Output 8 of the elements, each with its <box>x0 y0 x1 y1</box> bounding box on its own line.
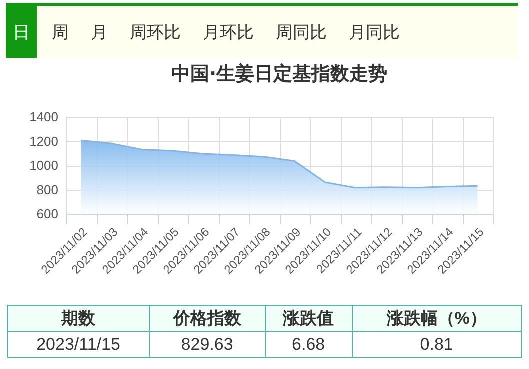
y-tick-label: 1000 <box>30 158 58 173</box>
tab-bar: 日 周 月 周环比 月环比 周同比 月同比 <box>6 3 518 58</box>
y-tick-label: 1400 <box>30 110 58 124</box>
y-tick-label: 600 <box>36 206 58 222</box>
summary-table: 期数 价格指数 涨跌值 涨跌幅（%） 2023/11/15 829.63 6.68 0.81 <box>7 305 522 358</box>
chart-title: 中国·生姜日定基指数走势 <box>171 63 388 85</box>
y-tick-label: 800 <box>36 182 58 198</box>
y-tick-label: 1200 <box>30 134 58 149</box>
